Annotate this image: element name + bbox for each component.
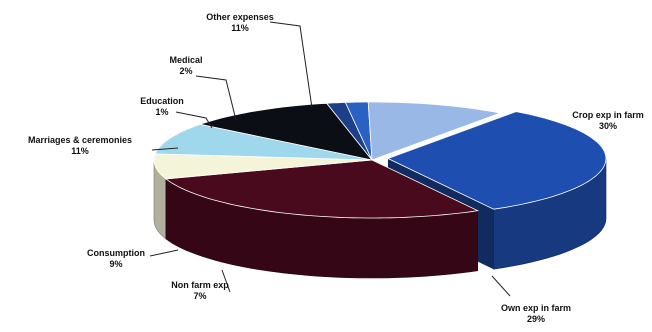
pie-slice-2 [153, 153, 373, 180]
leader-line-3 [149, 249, 179, 257]
pie-slice-6 [344, 101, 373, 161]
slice-label-5: Education [140, 96, 184, 106]
slice-label-7: Other expenses [206, 12, 274, 22]
slice-label-4: Marriages & ceremonies [28, 135, 132, 145]
slice-value-label-6: 2% [179, 66, 192, 76]
slice-value-label-0: 30% [599, 121, 617, 131]
leader-line-1 [491, 275, 511, 297]
slice-label-6: Medical [169, 55, 202, 65]
pie-slice-5 [325, 101, 373, 161]
pie-tops [153, 101, 607, 219]
slice-label-0: Crop exp in farm [572, 110, 644, 120]
pie-slice-1 [164, 159, 480, 219]
leader-line-7 [269, 21, 313, 109]
slice-value-label-7: 11% [231, 23, 249, 33]
slice-value-label-5: 1% [155, 107, 168, 117]
slice-value-label-2: 7% [193, 291, 206, 301]
leader-line-5 [175, 111, 213, 129]
leader-line-6 [195, 75, 237, 121]
slice-label-1: Own exp in farm [501, 303, 571, 313]
slice-value-label-1: 29% [527, 314, 545, 324]
pie-slice-0 [386, 111, 607, 210]
slice-value-label-4: 11% [71, 146, 89, 156]
slice-value-label-3: 9% [109, 259, 122, 269]
pie-slice-7 [367, 101, 502, 161]
slice-label-2: Non farm exp [171, 280, 229, 290]
leader-line-4 [151, 147, 179, 151]
pie-slice-4 [198, 102, 374, 161]
slice-label-3: Consumption [87, 248, 145, 258]
leader-line-2 [221, 269, 231, 293]
